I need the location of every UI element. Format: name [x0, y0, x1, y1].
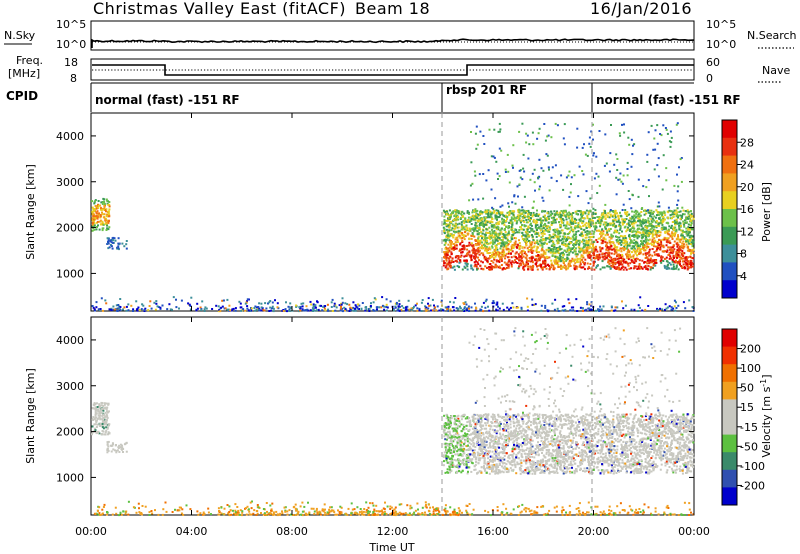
colorbar-segment — [722, 120, 737, 139]
colorbar-segment — [722, 280, 737, 299]
nsearch-label: N.Search — [747, 29, 797, 42]
cpid-segment-2: rbsp 201 RF — [446, 83, 527, 97]
ytick-label: 1000 — [56, 471, 84, 484]
colorbar-segment — [722, 364, 737, 383]
time-axis-label: Time UT — [368, 541, 414, 554]
plot-title: Christmas Valley East (fitACF) — [93, 0, 346, 18]
cpid-segment-1: normal (fast) -151 RF — [95, 93, 240, 107]
ytick-label: 4000 — [56, 334, 84, 347]
colorbar-tick-label: 100 — [740, 362, 761, 375]
colorbar-segment — [722, 244, 737, 263]
velocity-colorbar: 200 100 50 15 -15 -50 -100 -200 Velocity [m s-1… — [721, 328, 774, 506]
colorbar-segment — [722, 381, 737, 400]
power-colorbar: 28 24 20 16 12 8 4 Power [dB] — [721, 119, 773, 299]
colorbar-tick-label: -200 — [740, 479, 765, 492]
time-axis: 00:00 04:00 08:00 12:00 16:00 20:00 00:00 — [75, 113, 710, 538]
freq-trace — [92, 64, 694, 76]
nave-tick-top: 60 — [706, 56, 720, 69]
power-panel: Slant Range [km] 4000 3000 2000 1000 — [24, 112, 695, 313]
ytick-label: 3000 — [56, 380, 84, 393]
nave-label: Nave — [762, 64, 790, 77]
colorbar-segment — [722, 469, 737, 488]
colorbar-segment — [722, 399, 737, 418]
colorbar-tick-label: 24 — [740, 159, 754, 172]
ytick-label: 4000 — [56, 130, 84, 143]
ytick-label: 3000 — [56, 176, 84, 189]
velocity-yticks: 4000 3000 2000 1000 — [56, 334, 694, 484]
colorbar-tick-label: 50 — [740, 382, 754, 395]
colorbar-tick-label: 4 — [740, 270, 747, 283]
colorbar-segment — [722, 173, 737, 192]
power-colorbar-label: Power [dB] — [760, 182, 773, 242]
colorbar-tick-label: 8 — [740, 248, 747, 261]
colorbar-segment — [722, 452, 737, 471]
xtick-label: 12:00 — [377, 525, 409, 538]
colorbar-segment — [722, 329, 737, 348]
ytick-label: 2000 — [56, 222, 84, 235]
noise-left-tick-bottom: 10^0 — [56, 38, 86, 51]
ytick-label: 1000 — [56, 267, 84, 280]
velocity-ylabel: Slant Range [km] — [24, 368, 37, 464]
colorbar-tick-label: -50 — [740, 440, 758, 453]
ytick-label: 2000 — [56, 426, 84, 439]
velocity-data-layer — [91, 327, 695, 517]
colorbar-segment — [722, 226, 737, 246]
noise-left-tick-top: 10^5 — [56, 18, 86, 31]
colorbar-tick-label: 200 — [740, 343, 761, 356]
nsky-label: N.Sky — [4, 29, 36, 42]
colorbar-tick-label: -15 — [740, 421, 758, 434]
colorbar-segment — [722, 262, 737, 281]
power-yticks: 4000 3000 2000 1000 — [56, 130, 694, 280]
freq-unit-label: [MHz] — [8, 67, 40, 80]
noise-right-tick-top: 10^5 — [706, 18, 736, 31]
colorbar-tick-label: 15 — [740, 401, 754, 414]
freq-label: Freq. — [16, 54, 43, 67]
xtick-label: 04:00 — [176, 525, 208, 538]
colorbar-segment — [722, 137, 737, 157]
xtick-label: 00:00 — [678, 525, 710, 538]
cpid-label: CPID — [6, 89, 38, 103]
noise-right-tick-bottom: 10^0 — [706, 38, 736, 51]
xtick-label: 00:00 — [75, 525, 107, 538]
power-data-layer — [91, 122, 695, 313]
noise-strip: N.Sky 10^5 10^0 10^5 10^0 N.Search — [4, 18, 797, 51]
freq-tick-bottom: 8 — [70, 72, 77, 85]
power-ylabel: Slant Range [km] — [24, 164, 37, 260]
xtick-label: 08:00 — [276, 525, 308, 538]
velocity-colorbar-label: Velocity [m s-1] — [759, 374, 774, 457]
nsky-trace — [91, 38, 695, 48]
freq-tick-top: 18 — [64, 56, 78, 69]
colorbar-segment — [722, 155, 737, 174]
colorbar-segment — [722, 417, 737, 436]
colorbar-segment — [722, 346, 737, 365]
colorbar-segment — [722, 209, 737, 228]
freq-strip: Freq. [MHz] 18 8 60 0 Nave — [8, 54, 790, 85]
cpid-segment-3: normal (fast) -151 RF — [596, 93, 741, 107]
colorbar-segment — [722, 487, 737, 506]
nave-tick-bottom: 0 — [706, 72, 713, 85]
beam-label: Beam 18 — [355, 0, 430, 18]
cpid-strip: CPID normal (fast) -151 RF rbsp 201 RF n… — [6, 82, 741, 112]
colorbar-tick-label: 20 — [740, 181, 754, 194]
date-label: 16/Jan/2016 — [590, 0, 692, 18]
velocity-panel: Slant Range [km] 4000 3000 2000 1000 — [24, 316, 695, 517]
colorbar-tick-label: 28 — [740, 136, 754, 149]
colorbar-tick-label: 16 — [740, 203, 754, 216]
colorbar-tick-label: -100 — [740, 460, 765, 473]
xtick-label: 20:00 — [578, 525, 610, 538]
colorbar-segment — [722, 191, 737, 210]
colorbar-tick-label: 12 — [740, 225, 754, 238]
xtick-label: 16:00 — [477, 525, 509, 538]
colorbar-segment — [722, 434, 737, 453]
